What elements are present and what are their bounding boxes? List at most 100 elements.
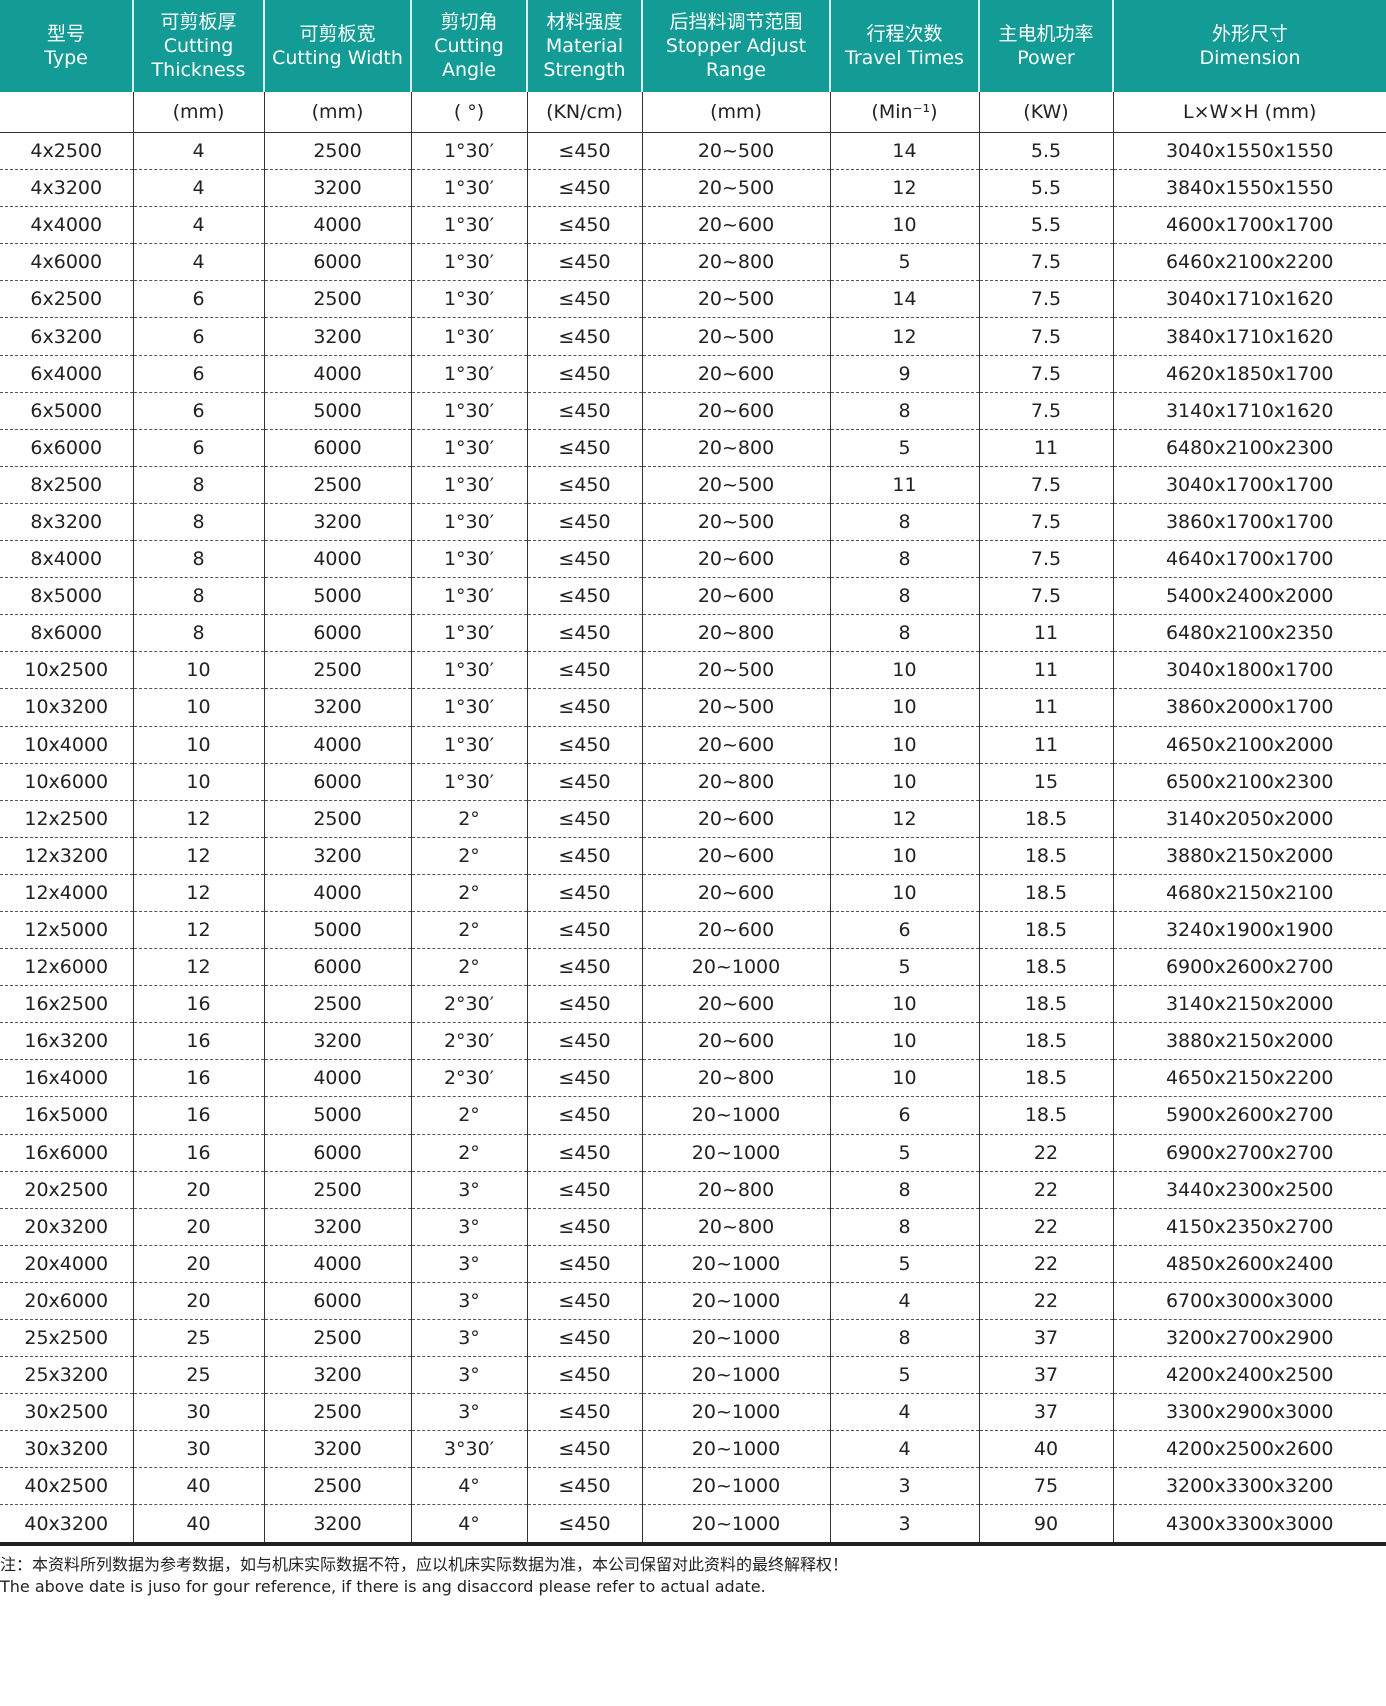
table-cell: 5 [830,948,980,987]
table-cell: 2500 [264,985,412,1024]
table-cell: 12 [133,911,265,950]
table-cell: 20~800 [642,429,831,467]
column-header: 可剪板厚 Cutting Thickness [133,0,265,92]
table-cell: 2500 [264,132,412,171]
header-en: Power [1017,47,1075,69]
header-cn: 后挡料调节范围 [669,11,803,33]
table-row: 40x3200 40 3200 4° ≤450 20~1000 3 90 4300x3300x3… [0,1504,1386,1546]
table-row: 12x4000 12 4000 2° ≤450 20~600 10 18.5 4680x2150… [0,874,1386,912]
table-cell: 12x6000 [0,948,134,987]
table-cell: 16 [133,985,265,1024]
table-cell: 6 [133,429,265,467]
table-cell: 12x3200 [0,837,134,875]
table-cell: 7.5 [979,577,1114,616]
table-cell: 3140x1710x1620 [1113,392,1386,430]
table-cell: 6000 [264,614,412,653]
table-cell: 20~600 [642,577,831,616]
table-cell: 20~500 [642,169,831,208]
table-cell: 8 [133,614,265,653]
table-cell: 20~1000 [642,1319,831,1358]
table-cell: ≤450 [527,1022,643,1061]
table-cell: 18.5 [979,874,1114,912]
table-cell: 3 [830,1504,980,1546]
table-cell: 25 [133,1356,265,1395]
footnote: 注：本资料所列数据为参考数据，如与机床实际数据不符，应以机床实际数据为准，本公司… [0,1554,1386,1598]
table-cell: 1°30′ [411,763,528,801]
table-cell: 4 [133,206,265,245]
table-cell: 2° [411,911,528,950]
header-row: 型号 Type 可剪板厚 Cutting Thickness 可剪板宽 Cutting W… [0,0,1386,92]
unit-cell [0,92,134,133]
unit-cell: (mm) [642,92,831,133]
table-cell: 1°30′ [411,243,528,282]
table-cell: 18.5 [979,837,1114,875]
table-cell: 6 [133,317,265,356]
table-row: 4x6000 4 6000 1°30′ ≤450 20~800 5 7.5 6460x2100x… [0,243,1386,282]
column-header: 剪切角 Cutting Angle [411,0,528,92]
table-cell: 18.5 [979,1059,1114,1098]
table-cell: 3200 [264,503,412,542]
table-cell: 3200x3300x3200 [1113,1467,1386,1506]
table-cell: 10x3200 [0,688,134,727]
table-cell: 20 [133,1245,265,1283]
table-cell: ≤450 [527,1282,643,1321]
table-row: 6x6000 6 6000 1°30′ ≤450 20~800 5 11 6480x2100x2… [0,429,1386,467]
table-cell: 4680x2150x2100 [1113,874,1386,912]
table-cell: 2°30′ [411,1059,528,1098]
table-cell: 3° [411,1245,528,1283]
table-row: 8x5000 8 5000 1°30′ ≤450 20~600 8 7.5 5400x2400x… [0,577,1386,616]
header-en: Dimension [1199,47,1301,69]
table-cell: 20~600 [642,392,831,430]
table-cell: 10x4000 [0,726,134,764]
table-row: 20x2500 20 2500 3° ≤450 20~800 8 22 3440x2300x25… [0,1171,1386,1209]
table-row: 10x3200 10 3200 1°30′ ≤450 20~500 10 11 3860x200… [0,688,1386,727]
footnote-en: The above date is juso for gour referenc… [0,1576,766,1596]
table-cell: 40x2500 [0,1467,134,1506]
table-row: 25x2500 25 2500 3° ≤450 20~1000 8 37 3200x2700x2… [0,1319,1386,1358]
table-cell: 8 [830,503,980,542]
table-cell: 40x3200 [0,1504,134,1546]
table-row: 10x4000 10 4000 1°30′ ≤450 20~600 10 11 4650x210… [0,726,1386,764]
table-row: 16x6000 16 6000 2° ≤450 20~1000 5 22 6900x2700x2… [0,1134,1386,1172]
table-cell: 4 [133,132,265,171]
table-cell: 3880x2150x2000 [1113,1022,1386,1061]
table-cell: 5000 [264,1096,412,1135]
table-row: 8x2500 8 2500 1°30′ ≤450 20~500 11 7.5 3040x1700… [0,466,1386,504]
table-cell: 20~1000 [642,1393,831,1432]
table-cell: 37 [979,1356,1114,1395]
table-cell: 2° [411,800,528,838]
table-cell: 4 [133,243,265,282]
table-cell: ≤450 [527,1393,643,1432]
table-cell: 90 [979,1504,1114,1546]
table-cell: 10 [830,206,980,245]
table-cell: 3860x2000x1700 [1113,688,1386,727]
table-cell: 10 [830,726,980,764]
table-cell: 12x2500 [0,800,134,838]
table-cell: 10 [133,651,265,690]
table-cell: 5 [830,1245,980,1283]
table-cell: 16 [133,1134,265,1172]
table-cell: ≤450 [527,243,643,282]
table-cell: 6900x2700x2700 [1113,1134,1386,1172]
table-cell: 8 [830,540,980,579]
table-cell: 18.5 [979,948,1114,987]
table-row: 12x6000 12 6000 2° ≤450 20~1000 5 18.5 6900x2600… [0,948,1386,987]
header-cn: 型号 [46,23,85,45]
table-cell: 5 [830,243,980,282]
table-cell: 16 [133,1022,265,1061]
table-cell: ≤450 [527,1096,643,1135]
unit-cell: (Min⁻¹) [830,92,980,133]
table-cell: 10 [830,1059,980,1098]
table-row: 20x3200 20 3200 3° ≤450 20~800 8 22 4150x2350x27… [0,1208,1386,1246]
table-cell: 10 [133,688,265,727]
table-cell: ≤450 [527,614,643,653]
table-cell: 10 [133,726,265,764]
table-cell: 20~1000 [642,1467,831,1506]
table-cell: 10 [830,985,980,1024]
table-cell: 18.5 [979,800,1114,838]
table-cell: 22 [979,1208,1114,1246]
table-cell: 2°30′ [411,1022,528,1061]
table-cell: 4° [411,1504,528,1546]
table-cell: 3 [830,1467,980,1506]
table-cell: 10 [830,688,980,727]
